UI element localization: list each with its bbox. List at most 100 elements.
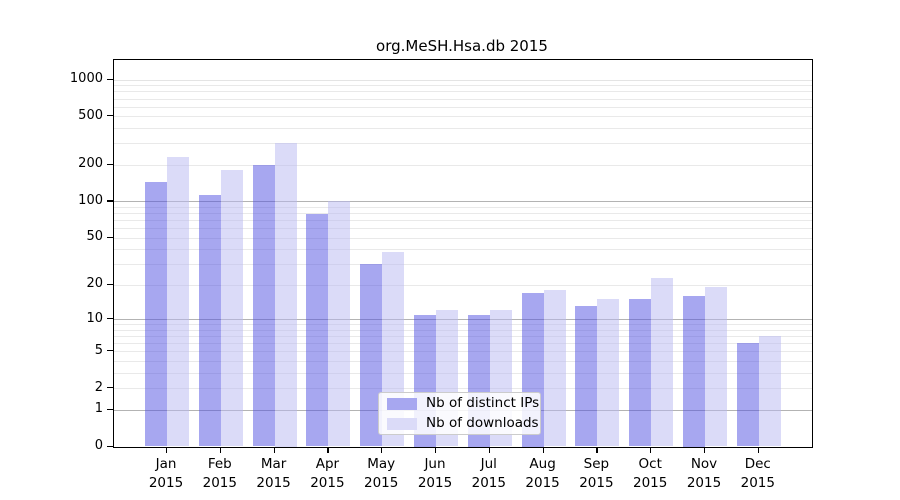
gridline-90 <box>114 206 812 208</box>
gridline-80 <box>114 213 812 215</box>
y-tick-mark-20 <box>107 283 113 285</box>
bar-downloads-feb <box>220 170 243 447</box>
bar-downloads-aug <box>543 290 566 447</box>
x-tick-mark-oct <box>650 447 652 453</box>
bar-distinct-ips-sep <box>575 306 598 447</box>
gridline-500 <box>114 116 812 118</box>
x-tick-label-apr: Apr 2015 <box>310 456 345 491</box>
y-tick-label-200: 200 <box>78 156 103 172</box>
y-tick-label-1: 1 <box>94 401 103 417</box>
legend-swatch-distinct-ips <box>387 397 417 410</box>
x-tick-mark-jul <box>488 447 490 453</box>
y-tick-label-2: 2 <box>94 379 103 395</box>
gridline-3 <box>114 372 812 374</box>
bar-distinct-ips-oct <box>629 299 652 447</box>
x-tick-label-sep: Sep 2015 <box>579 456 614 491</box>
gridline-50 <box>114 237 812 239</box>
bar-downloads-nov <box>705 287 727 447</box>
y-tick-mark-50 <box>107 236 113 238</box>
y-tick-label-50: 50 <box>86 229 103 245</box>
gridline-800 <box>114 91 812 93</box>
gridline-9 <box>114 324 812 326</box>
y-tick-mark-1 <box>107 408 113 410</box>
bar-downloads-sep <box>597 299 620 447</box>
plot-area <box>113 59 813 448</box>
y-tick-mark-5 <box>107 350 113 352</box>
x-tick-label-oct: Oct 2015 <box>633 456 668 491</box>
gridline-1000 <box>114 79 812 81</box>
x-tick-label-jul: Jul 2015 <box>471 456 506 491</box>
bar-downloads-dec <box>758 336 781 447</box>
x-tick-label-nov: Nov 2015 <box>686 456 722 491</box>
x-tick-label-dec: Dec 2015 <box>740 456 775 491</box>
x-tick-mark-aug <box>542 447 544 453</box>
gridline-300 <box>114 143 812 145</box>
gridline-40 <box>114 249 812 251</box>
y-tick-mark-2 <box>107 387 113 389</box>
bar-downloads-oct <box>651 277 674 447</box>
x-tick-mark-dec <box>757 447 759 453</box>
x-tick-mark-jun <box>435 447 437 453</box>
x-tick-mark-mar <box>273 447 275 453</box>
y-tick-mark-200 <box>107 163 113 165</box>
gridline-100 <box>114 201 812 203</box>
legend: Nb of distinct IPs Nb of downloads <box>378 392 541 435</box>
y-tick-mark-1000 <box>107 78 113 80</box>
bar-distinct-ips-may <box>360 264 383 447</box>
x-tick-mark-feb <box>219 447 221 453</box>
y-tick-label-100: 100 <box>78 192 103 208</box>
bar-distinct-ips-apr <box>306 214 329 447</box>
gridline-70 <box>114 220 812 222</box>
y-tick-mark-0 <box>107 445 113 447</box>
legend-row-distinct-ips: Nb of distinct IPs <box>387 395 540 412</box>
y-tick-label-5: 5 <box>94 342 103 358</box>
y-tick-label-1000: 1000 <box>69 71 103 86</box>
gridline-20 <box>114 284 812 286</box>
x-tick-mark-nov <box>704 447 706 453</box>
bar-distinct-ips-mar <box>252 164 275 447</box>
y-tick-label-500: 500 <box>78 107 103 123</box>
x-tick-mark-apr <box>327 447 329 453</box>
y-tick-label-10: 10 <box>86 310 103 326</box>
y-tick-mark-10 <box>107 318 113 320</box>
y-tick-label-20: 20 <box>86 276 103 292</box>
bar-distinct-ips-dec <box>736 343 759 447</box>
x-tick-label-feb: Feb 2015 <box>202 456 237 491</box>
x-tick-label-may: May 2015 <box>364 456 399 491</box>
legend-label-distinct-ips: Nb of distinct IPs <box>426 395 540 411</box>
chart-title: org.MeSH.Hsa.db 2015 <box>376 37 548 55</box>
gridline-900 <box>114 85 812 87</box>
gridline-30 <box>114 264 812 266</box>
bar-downloads-jan <box>167 156 189 447</box>
bar-distinct-ips-feb <box>198 194 221 447</box>
gridline-700 <box>114 98 812 100</box>
gridline-10 <box>114 319 812 321</box>
x-tick-mark-may <box>381 447 383 453</box>
bar-distinct-ips-nov <box>683 296 705 447</box>
x-tick-mark-jan <box>166 447 168 453</box>
gridline-200 <box>114 164 812 166</box>
gridline-6 <box>114 343 812 345</box>
gridline-5 <box>114 351 812 353</box>
bar-distinct-ips-jan <box>145 181 167 447</box>
legend-label-downloads: Nb of downloads <box>426 415 539 431</box>
y-tick-mark-100 <box>107 200 113 202</box>
x-tick-label-jan: Jan 2015 <box>148 456 184 491</box>
x-tick-label-aug: Aug 2015 <box>525 456 560 491</box>
gridline-2 <box>114 388 812 390</box>
gridline-60 <box>114 228 812 230</box>
gridline-4 <box>114 361 812 362</box>
x-tick-label-mar: Mar 2015 <box>256 456 291 491</box>
gridline-600 <box>114 106 812 108</box>
gridline-400 <box>114 128 812 130</box>
bar-downloads-apr <box>328 201 351 447</box>
y-tick-label-0: 0 <box>94 438 103 453</box>
x-tick-label-jun: Jun 2015 <box>417 456 453 491</box>
legend-row-downloads: Nb of downloads <box>387 415 540 432</box>
gridline-8 <box>114 329 812 331</box>
bar-downloads-mar <box>274 142 297 447</box>
y-tick-mark-500 <box>107 115 113 117</box>
legend-swatch-downloads <box>387 417 417 430</box>
x-tick-mark-sep <box>596 447 598 453</box>
